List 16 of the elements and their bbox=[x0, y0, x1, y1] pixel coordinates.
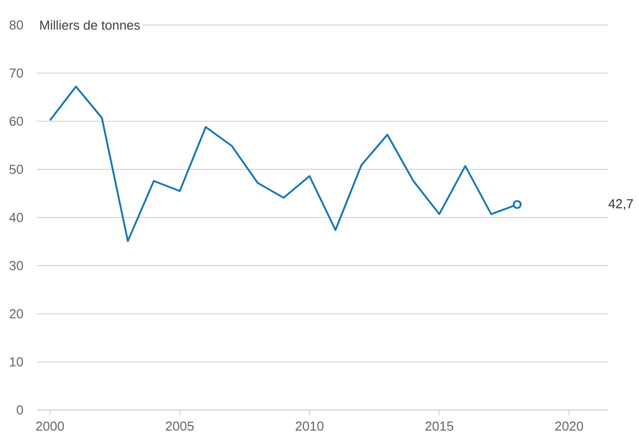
y-tick-label: 0 bbox=[16, 405, 23, 415]
y-axis-title: Milliers de tonnes bbox=[40, 20, 140, 30]
y-tick-label: 50 bbox=[10, 164, 23, 174]
text: 42,7 bbox=[608, 199, 633, 210]
y-tick-label: 60 bbox=[10, 116, 23, 126]
x-tick-label: 2005 bbox=[166, 422, 194, 431]
y-tick-label: 30 bbox=[10, 261, 23, 270]
y-tick-label: 40 bbox=[9, 212, 23, 222]
y-tick-label: 20 bbox=[10, 309, 23, 318]
y-tick-label: 10 bbox=[10, 357, 23, 366]
y-tick-label: 80 bbox=[10, 20, 23, 30]
x-tick-label: 2020 bbox=[555, 422, 584, 431]
x-tick-label: 2015 bbox=[425, 422, 454, 431]
x-tick-label: 2000 bbox=[36, 422, 64, 431]
y-tick-label: 70 bbox=[10, 68, 23, 78]
x-tick-label: 2010 bbox=[296, 422, 324, 431]
